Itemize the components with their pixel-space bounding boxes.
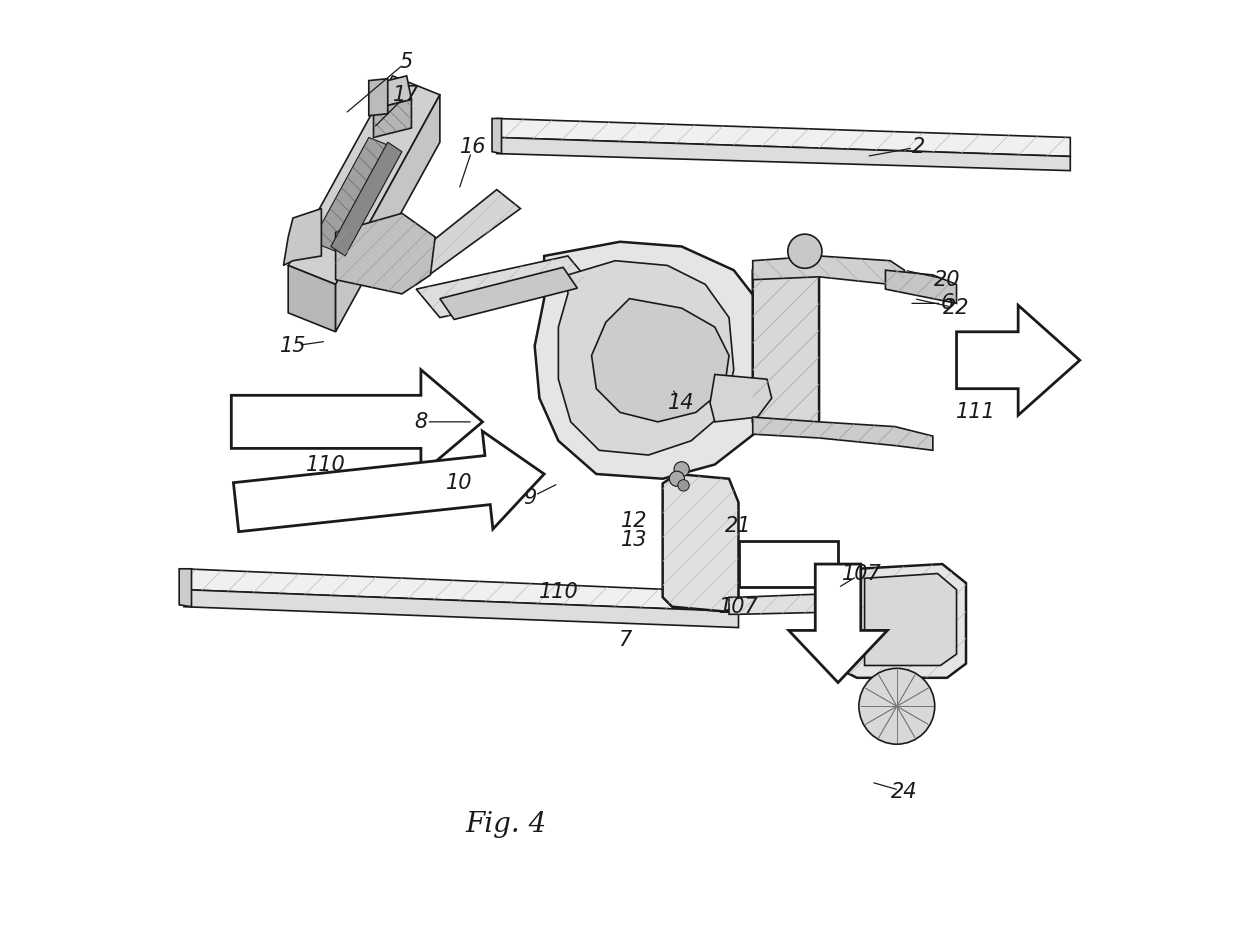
Polygon shape — [440, 267, 578, 319]
Polygon shape — [753, 256, 904, 289]
Polygon shape — [312, 137, 393, 251]
Polygon shape — [368, 76, 412, 109]
Text: 110: 110 — [306, 454, 346, 475]
Polygon shape — [417, 256, 591, 318]
Polygon shape — [284, 209, 321, 265]
Polygon shape — [331, 142, 402, 256]
Polygon shape — [729, 592, 862, 614]
Circle shape — [859, 668, 935, 744]
Text: 107: 107 — [719, 596, 759, 617]
Polygon shape — [739, 541, 838, 587]
Text: 6: 6 — [940, 293, 954, 314]
Text: 10: 10 — [445, 473, 472, 494]
Text: 17: 17 — [393, 84, 420, 105]
Circle shape — [787, 234, 822, 268]
Text: 15: 15 — [280, 336, 306, 356]
Polygon shape — [662, 474, 739, 611]
Polygon shape — [885, 270, 956, 303]
Text: 22: 22 — [944, 298, 970, 319]
Polygon shape — [753, 261, 820, 431]
Polygon shape — [838, 564, 966, 678]
Polygon shape — [497, 118, 1070, 156]
Polygon shape — [402, 190, 521, 284]
Polygon shape — [184, 569, 739, 611]
Polygon shape — [558, 261, 734, 455]
Polygon shape — [885, 270, 956, 303]
Text: 107: 107 — [842, 563, 882, 584]
Polygon shape — [753, 417, 932, 450]
Text: 13: 13 — [621, 530, 647, 551]
Text: 21: 21 — [725, 516, 751, 537]
Polygon shape — [753, 261, 820, 431]
Polygon shape — [497, 118, 1070, 156]
Text: 14: 14 — [668, 392, 694, 413]
Polygon shape — [729, 592, 862, 614]
Polygon shape — [864, 574, 956, 665]
Text: 7: 7 — [618, 629, 631, 650]
Polygon shape — [373, 100, 412, 137]
Polygon shape — [711, 374, 771, 422]
Text: 8: 8 — [414, 411, 428, 432]
Polygon shape — [184, 569, 739, 611]
Polygon shape — [336, 213, 435, 294]
Polygon shape — [336, 95, 440, 332]
Polygon shape — [753, 256, 904, 289]
Circle shape — [670, 471, 684, 486]
Polygon shape — [288, 265, 336, 332]
Polygon shape — [417, 256, 591, 318]
Polygon shape — [368, 79, 388, 116]
Polygon shape — [838, 564, 966, 678]
Polygon shape — [402, 190, 521, 284]
Polygon shape — [288, 76, 440, 284]
Text: 24: 24 — [892, 781, 918, 802]
Text: 20: 20 — [934, 269, 960, 290]
Text: 110: 110 — [538, 582, 578, 603]
Circle shape — [678, 480, 689, 491]
Text: Fig. 4: Fig. 4 — [465, 811, 547, 838]
Text: 2: 2 — [911, 137, 925, 157]
Polygon shape — [184, 590, 739, 628]
Text: 111: 111 — [956, 402, 996, 423]
Polygon shape — [180, 569, 191, 607]
Text: 5: 5 — [401, 51, 413, 72]
Polygon shape — [591, 299, 729, 422]
Polygon shape — [492, 118, 501, 154]
Polygon shape — [336, 213, 435, 294]
Polygon shape — [497, 137, 1070, 171]
Polygon shape — [789, 564, 888, 683]
Text: 16: 16 — [460, 137, 486, 157]
Polygon shape — [232, 370, 482, 474]
Text: 9: 9 — [523, 487, 537, 508]
Polygon shape — [956, 305, 1080, 415]
Text: 12: 12 — [621, 511, 647, 532]
Polygon shape — [312, 137, 393, 251]
Polygon shape — [662, 474, 739, 611]
Polygon shape — [233, 431, 544, 532]
Polygon shape — [373, 100, 412, 137]
Circle shape — [675, 462, 689, 477]
Polygon shape — [534, 242, 771, 479]
Polygon shape — [753, 417, 932, 450]
